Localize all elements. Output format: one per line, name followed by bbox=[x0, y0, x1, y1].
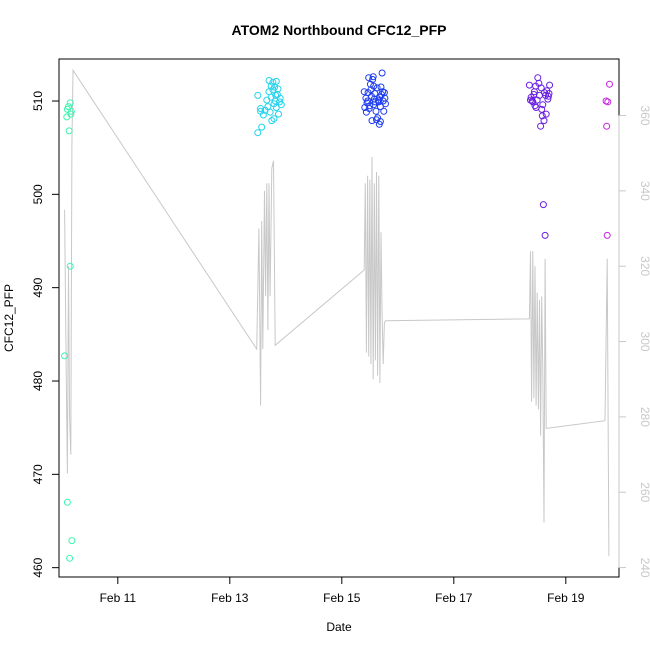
data-point-series-3 bbox=[380, 107, 388, 115]
data-point-series-1 bbox=[66, 99, 74, 107]
data-point-series-1 bbox=[66, 262, 74, 270]
data-point-series-4 bbox=[537, 122, 545, 130]
x-axis-label: Date bbox=[326, 620, 352, 634]
data-point-series-3 bbox=[361, 104, 369, 111]
y-axis-right-tick-label: 360 bbox=[638, 105, 650, 125]
data-point-series-1 bbox=[63, 105, 71, 113]
data-point-series-3 bbox=[378, 69, 386, 77]
data-point-series-2 bbox=[267, 93, 275, 101]
data-points bbox=[61, 69, 613, 562]
data-point-series-1 bbox=[63, 498, 71, 506]
x-tick-label: Feb 13 bbox=[211, 591, 249, 605]
data-point-series-2 bbox=[269, 78, 277, 86]
data-point-series-4 bbox=[539, 201, 547, 209]
data-point-series-4 bbox=[541, 231, 549, 239]
data-point-series-4 bbox=[542, 110, 550, 118]
data-point-series-1 bbox=[67, 107, 75, 115]
y-tick-label: 470 bbox=[31, 464, 45, 484]
data-point-series-1 bbox=[65, 127, 73, 135]
data-point-series-1 bbox=[67, 110, 75, 118]
data-point-series-3 bbox=[369, 73, 377, 81]
data-point-series-3 bbox=[364, 97, 372, 105]
secondary-line bbox=[64, 68, 610, 557]
data-point-series-2 bbox=[263, 96, 271, 104]
data-point-series-3 bbox=[370, 82, 378, 90]
x-tick-label: Feb 17 bbox=[435, 591, 473, 605]
x-tick-label: Feb 19 bbox=[547, 591, 585, 605]
y-axis-right-tick-label: 300 bbox=[638, 332, 650, 352]
y-axis-right-tick-label: 320 bbox=[638, 256, 650, 276]
data-point-series-2 bbox=[268, 117, 276, 125]
data-point-series-4 bbox=[534, 74, 542, 82]
y-axis-label: CFC12_PFP bbox=[2, 284, 16, 352]
data-point-series-1 bbox=[61, 352, 69, 360]
data-point-series-1 bbox=[66, 554, 74, 562]
data-point-series-3 bbox=[369, 76, 377, 83]
data-point-series-3 bbox=[380, 89, 388, 97]
y-axis-right-tick-label: 340 bbox=[638, 181, 650, 201]
data-point-series-3 bbox=[368, 117, 376, 125]
data-point-series-2 bbox=[277, 101, 285, 109]
data-point-series-2 bbox=[254, 91, 262, 99]
data-point-series-3 bbox=[373, 116, 380, 124]
data-point-series-4 bbox=[535, 79, 543, 87]
data-point-series-4 bbox=[539, 101, 547, 109]
data-point-series-4 bbox=[527, 96, 534, 104]
data-point-series-3 bbox=[372, 107, 380, 115]
data-point-series-3 bbox=[376, 118, 384, 125]
data-point-series-3 bbox=[362, 108, 370, 116]
y-tick-label: 490 bbox=[31, 277, 45, 297]
y-tick-label: 480 bbox=[31, 371, 45, 391]
data-point-series-3 bbox=[377, 83, 385, 91]
data-point-series-4 bbox=[531, 102, 539, 110]
data-point-series-2 bbox=[270, 115, 278, 123]
data-point-series-5 bbox=[603, 122, 611, 130]
data-point-series-4 bbox=[530, 91, 538, 98]
data-point-series-4 bbox=[538, 105, 546, 113]
data-point-series-2 bbox=[258, 123, 266, 131]
data-point-series-3 bbox=[360, 88, 368, 96]
data-point-series-5 bbox=[606, 80, 613, 88]
data-point-series-5 bbox=[604, 98, 612, 106]
data-point-series-4 bbox=[542, 91, 550, 99]
data-point-series-3 bbox=[375, 98, 383, 106]
y-tick-label: 510 bbox=[31, 91, 45, 111]
y-axis-right: 240 260 280 300 320 340 360 bbox=[618, 105, 650, 578]
data-point-series-3 bbox=[365, 74, 373, 82]
secondary-series-line bbox=[64, 68, 610, 557]
y-axis: 460 470 480 490 500 510 bbox=[31, 91, 60, 578]
data-point-series-4 bbox=[544, 92, 552, 100]
data-point-series-3 bbox=[382, 100, 389, 108]
data-point-series-2 bbox=[274, 85, 282, 93]
y-axis-right-tick-label: 240 bbox=[638, 558, 650, 578]
x-tick-label: Feb 11 bbox=[100, 591, 137, 605]
data-point-series-4 bbox=[546, 81, 554, 89]
data-point-series-1 bbox=[68, 537, 76, 545]
data-point-series-4 bbox=[538, 112, 546, 120]
x-axis: Feb 11 Feb 13 Feb 15 Feb 17 Feb 19 bbox=[100, 576, 585, 605]
data-point-series-2 bbox=[266, 108, 274, 116]
x-tick-label: Feb 15 bbox=[323, 591, 361, 605]
y-tick-label: 500 bbox=[31, 184, 45, 204]
data-point-series-2 bbox=[267, 82, 275, 90]
data-point-series-2 bbox=[254, 129, 262, 137]
data-point-series-2 bbox=[257, 107, 265, 115]
data-point-series-2 bbox=[275, 110, 282, 118]
data-point-series-5 bbox=[603, 231, 611, 239]
y-tick-label: 460 bbox=[31, 557, 45, 577]
data-point-series-2 bbox=[257, 105, 265, 112]
data-point-series-2 bbox=[272, 77, 280, 85]
data-point-series-4 bbox=[540, 117, 548, 125]
data-point-series-3 bbox=[373, 84, 381, 92]
data-point-series-2 bbox=[272, 91, 280, 99]
chart-title: ATOM2 Northbound CFC12_PFP bbox=[232, 22, 447, 38]
y-axis-right-tick-label: 280 bbox=[638, 407, 650, 427]
data-point-series-4 bbox=[525, 81, 533, 89]
y-axis-right-tick-label: 260 bbox=[638, 482, 650, 502]
